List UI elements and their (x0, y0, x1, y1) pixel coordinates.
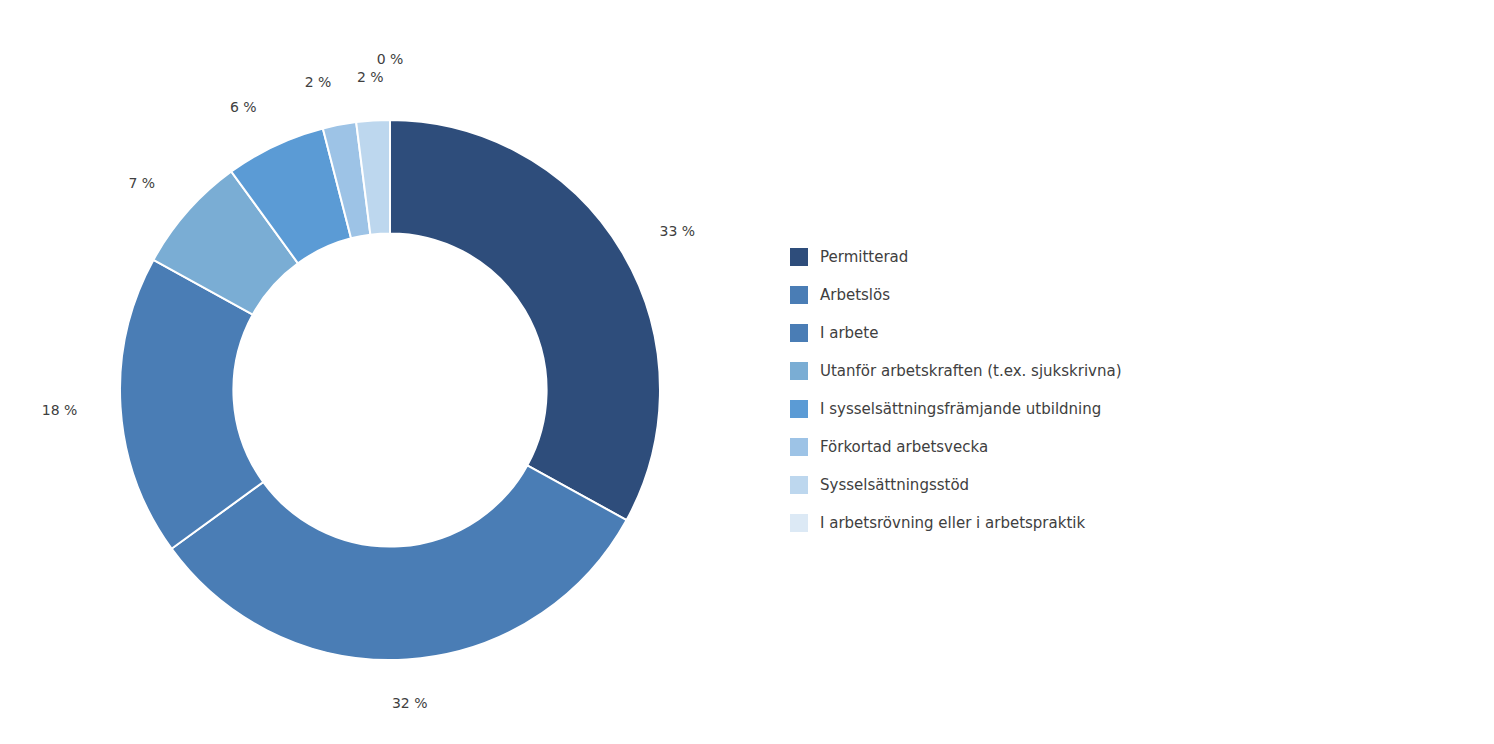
chart: 33 % 32 % 18 % 7 % 6 % 2 % 2 % 0 % Permitterad Ar… (0, 0, 1494, 744)
data-label: 2 % (305, 74, 332, 90)
legend-swatch (790, 514, 808, 532)
legend-label: I sysselsättningsfrämjande utbildning (820, 400, 1101, 418)
chart-container: 33 % 32 % 18 % 7 % 6 % 2 % 2 % 0 % Permitterad Ar… (0, 0, 1494, 744)
legend-swatch (790, 400, 808, 418)
legend-swatch (790, 438, 808, 456)
data-label: 18 % (42, 402, 78, 418)
legend: Permitterad Arbetslös I arbete Utanför arbe… (790, 248, 1122, 532)
data-label: 0 % (377, 51, 404, 67)
data-label: 6 % (230, 99, 257, 115)
legend-label: Permitterad (820, 248, 908, 266)
data-label: 7 % (128, 175, 155, 191)
slice (356, 120, 390, 235)
legend-swatch (790, 362, 808, 380)
data-label: 32 % (392, 695, 428, 711)
legend-swatch (790, 286, 808, 304)
data-label: 33 % (660, 223, 696, 239)
data-label: 2 % (357, 69, 384, 85)
legend-label: Utanför arbetskraften (t.ex. sjukskrivna… (820, 362, 1122, 380)
legend-swatch (790, 476, 808, 494)
slice (390, 120, 660, 520)
legend-label: Sysselsättningsstöd (820, 476, 969, 494)
data-labels: 33 % 32 % 18 % 7 % 6 % 2 % 2 % 0 % (42, 51, 695, 711)
legend-swatch (790, 324, 808, 342)
slices (120, 120, 660, 660)
legend-swatch (790, 248, 808, 266)
legend-label: Förkortad arbetsvecka (820, 438, 988, 456)
slice (389, 120, 391, 233)
legend-label: I arbetsrövning eller i arbetspraktik (820, 514, 1085, 532)
legend-label: Arbetslös (820, 286, 890, 304)
legend-label: I arbete (820, 324, 878, 342)
